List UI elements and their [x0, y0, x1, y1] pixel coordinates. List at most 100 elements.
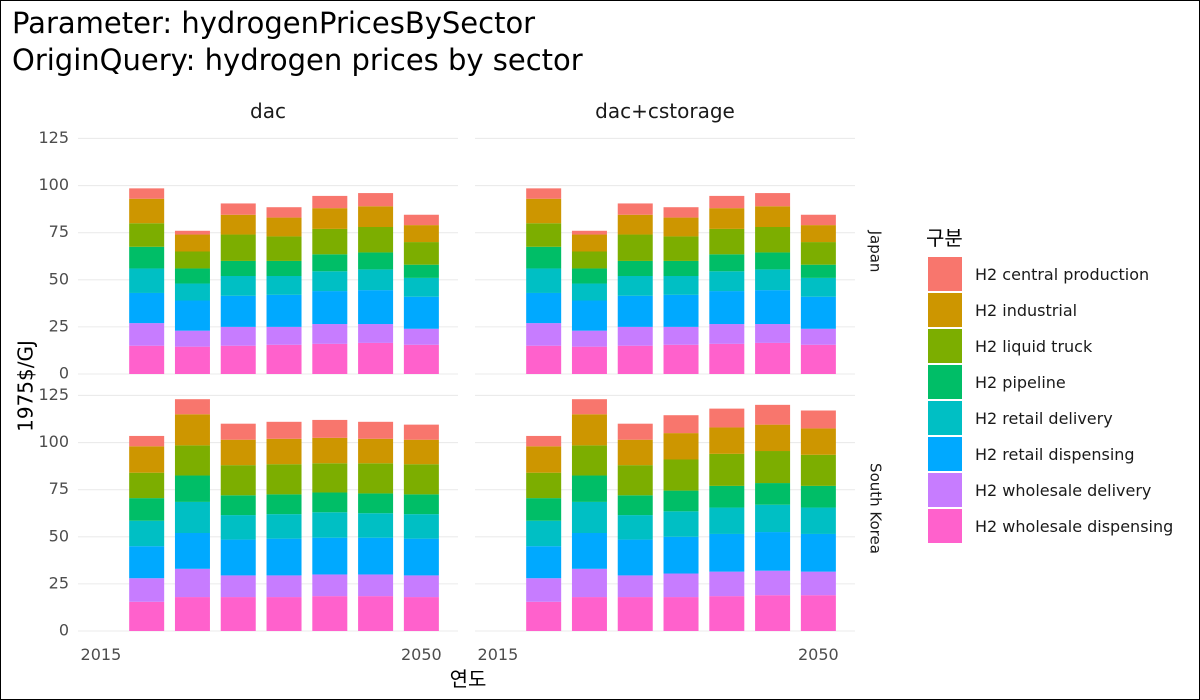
bar-segment-h2-central-production: [617, 203, 653, 215]
legend-color-key: [928, 509, 962, 543]
bar-segment-h2-pipeline: [800, 264, 836, 278]
legend-color-key: [928, 401, 962, 435]
bar-segment-h2-wholesale-delivery: [403, 575, 439, 598]
bar-segment-h2-wholesale-dispensing: [312, 596, 348, 631]
legend-item: H2 pipeline: [928, 365, 1066, 399]
bar-segment-h2-industrial: [526, 446, 562, 473]
legend-label: H2 industrial: [975, 300, 1078, 320]
bar-segment-h2-liquid-truck: [571, 251, 607, 269]
x-tick-label: 2050: [798, 645, 839, 664]
bar-segment-h2-wholesale-dispensing: [571, 346, 607, 374]
bar-segment-h2-liquid-truck: [755, 451, 791, 484]
bar-segment-h2-industrial: [526, 198, 562, 224]
bar-segment-h2-wholesale-dispensing: [358, 596, 394, 631]
bar-segment-h2-retail-dispensing: [129, 292, 165, 324]
bar-segment-h2-pipeline: [755, 252, 791, 270]
bar-segment-h2-liquid-truck: [266, 236, 302, 261]
bar-segment-h2-central-production: [266, 207, 302, 218]
bar-segment-h2-wholesale-dispensing: [526, 601, 562, 631]
bar-segment-h2-central-production: [312, 419, 348, 438]
bar-segment-h2-industrial: [220, 214, 256, 235]
legend-color-key: [928, 473, 962, 507]
bar-segment-h2-wholesale-dispensing: [617, 345, 653, 374]
bar-segment-h2-industrial: [403, 225, 439, 243]
bar-segment-h2-retail-dispensing: [571, 533, 607, 569]
bar-segment-h2-wholesale-dispensing: [129, 601, 165, 631]
legend-item: H2 liquid truck: [928, 329, 1092, 363]
bar-segment-h2-pipeline: [709, 485, 745, 508]
bar-segment-h2-industrial: [663, 433, 699, 460]
bar-segment-h2-industrial: [755, 424, 791, 452]
bar-segment-h2-retail-delivery: [663, 511, 699, 537]
bar-segment-h2-pipeline: [129, 246, 165, 269]
bar-segment-h2-retail-delivery: [129, 520, 165, 547]
bar-segment-h2-liquid-truck: [663, 236, 699, 261]
bar-segment-h2-retail-dispensing: [663, 294, 699, 327]
bar-segment-h2-industrial: [617, 214, 653, 235]
bar-segment-h2-wholesale-dispensing: [403, 597, 439, 631]
bar-segment-h2-retail-dispensing: [403, 538, 439, 576]
bar-segment-h2-wholesale-delivery: [800, 571, 836, 596]
bar-segment-h2-pipeline: [266, 260, 302, 276]
bar-segment-h2-liquid-truck: [174, 251, 210, 269]
bar-segment-h2-wholesale-delivery: [709, 571, 745, 597]
bar-segment-h2-wholesale-delivery: [663, 573, 699, 598]
bar-segment-h2-central-production: [709, 195, 745, 209]
y-tick-label: 25: [49, 573, 69, 592]
bar-segment-h2-liquid-truck: [358, 227, 394, 253]
bar-segment-h2-wholesale-delivery: [358, 324, 394, 343]
bar-segment-h2-wholesale-dispensing: [571, 597, 607, 631]
panel-dac-cstorage-south-korea: [475, 394, 855, 632]
facet-strip-row: South Korea: [867, 463, 885, 554]
bar-segment-h2-liquid-truck: [617, 465, 653, 496]
bar-segment-h2-pipeline: [220, 495, 256, 516]
bar-segment-h2-retail-dispensing: [403, 296, 439, 329]
legend-color-key: [928, 257, 962, 291]
bar-segment-h2-central-production: [312, 195, 348, 209]
bar-segment-h2-central-production: [358, 421, 394, 439]
bar-segment-h2-central-production: [571, 399, 607, 415]
bar-segment-h2-retail-delivery: [358, 269, 394, 291]
bar-segment-h2-industrial: [358, 206, 394, 227]
bar-segment-h2-wholesale-dispensing: [266, 344, 302, 374]
bar-segment-h2-retail-delivery: [403, 514, 439, 539]
bar-segment-h2-pipeline: [617, 495, 653, 516]
bar-segment-h2-pipeline: [571, 475, 607, 502]
bar-segment-h2-wholesale-delivery: [617, 575, 653, 598]
bar-segment-h2-industrial: [403, 439, 439, 465]
bar-segment-h2-retail-dispensing: [266, 538, 302, 576]
bar-segment-h2-retail-delivery: [220, 515, 256, 540]
bar-segment-h2-retail-delivery: [174, 501, 210, 533]
y-tick-label: 75: [49, 222, 69, 241]
bar-segment-h2-pipeline: [709, 254, 745, 272]
bar-segment-h2-pipeline: [266, 494, 302, 515]
bar-segment-h2-retail-delivery: [800, 277, 836, 297]
bar-segment-h2-industrial: [800, 428, 836, 455]
bar-segment-h2-pipeline: [663, 260, 699, 276]
bar-segment-h2-central-production: [403, 424, 439, 440]
bar-segment-h2-retail-dispensing: [755, 532, 791, 571]
bar-segment-h2-retail-dispensing: [358, 290, 394, 325]
bar-segment-h2-central-production: [663, 415, 699, 434]
bar-segment-h2-industrial: [266, 217, 302, 237]
bar-segment-h2-retail-dispensing: [312, 537, 348, 575]
bar-segment-h2-retail-dispensing: [800, 533, 836, 572]
legend-label: H2 pipeline: [975, 372, 1066, 392]
bar-segment-h2-central-production: [220, 203, 256, 215]
bar-segment-h2-retail-dispensing: [266, 294, 302, 327]
bar-segment-h2-wholesale-dispensing: [312, 343, 348, 374]
bar-segment-h2-industrial: [174, 234, 210, 252]
bar-segment-h2-wholesale-delivery: [800, 328, 836, 345]
legend-label: H2 liquid truck: [975, 336, 1093, 356]
bar-segment-h2-industrial: [800, 225, 836, 243]
bar-segment-h2-liquid-truck: [266, 464, 302, 495]
bar-segment-h2-wholesale-dispensing: [403, 344, 439, 374]
bar-segment-h2-pipeline: [617, 260, 653, 276]
bar-segment-h2-retail-dispensing: [220, 295, 256, 327]
bar-segment-h2-retail-delivery: [663, 276, 699, 295]
bar-segment-h2-industrial: [755, 206, 791, 227]
bar-segment-h2-retail-delivery: [220, 276, 256, 296]
legend-item: H2 industrial: [928, 293, 1077, 327]
bar-segment-h2-liquid-truck: [174, 445, 210, 476]
bar-segment-h2-pipeline: [571, 268, 607, 284]
